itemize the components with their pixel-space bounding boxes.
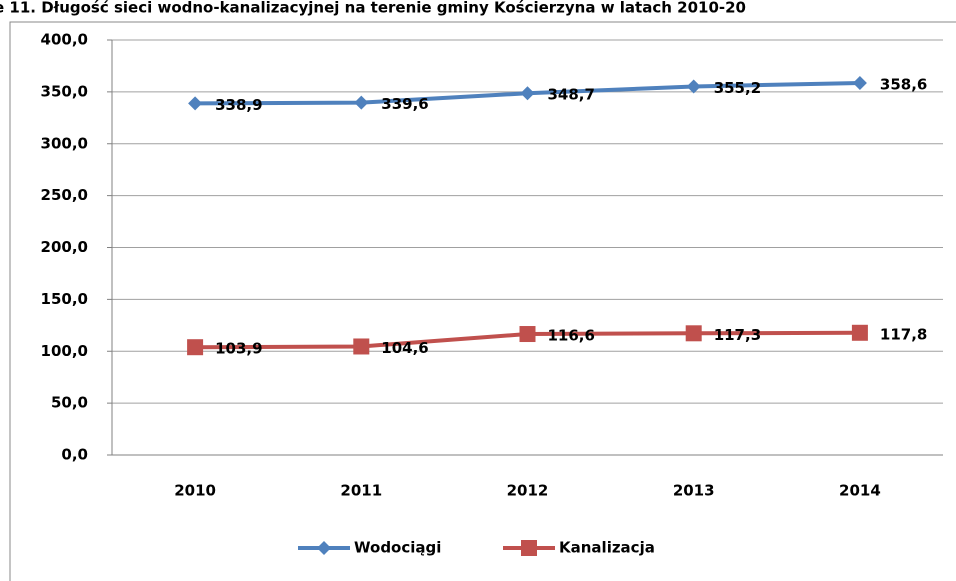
y-tick-label: 0,0 — [61, 446, 88, 464]
x-tick-label: 2011 — [340, 482, 382, 500]
data-label: 103,9 — [215, 340, 262, 358]
legend-label: Wodociągi — [354, 539, 441, 557]
legend-label: Kanalizacja — [559, 539, 655, 557]
marker — [519, 326, 536, 343]
chart-frame — [9, 21, 956, 581]
chart-title: e 11. Długość sieci wodno-kanalizacyjnej… — [0, 0, 746, 17]
y-tick-label: 400,0 — [41, 31, 88, 49]
marker — [354, 95, 369, 110]
data-label: 348,7 — [548, 86, 595, 104]
marker — [521, 540, 537, 556]
data-label: 338,9 — [215, 96, 262, 114]
y-tick-label: 300,0 — [41, 134, 88, 152]
x-tick-label: 2014 — [839, 482, 881, 500]
marker — [685, 325, 702, 342]
y-tick-label: 100,0 — [41, 342, 88, 360]
y-tick-label: 150,0 — [41, 290, 88, 308]
marker — [317, 541, 331, 555]
data-label: 104,6 — [381, 339, 428, 357]
marker — [686, 79, 701, 94]
y-tick-label: 50,0 — [51, 394, 88, 412]
marker — [353, 338, 370, 355]
data-label: 116,6 — [548, 327, 595, 345]
x-tick-label: 2010 — [174, 482, 216, 500]
y-tick-label: 350,0 — [41, 82, 88, 100]
data-label: 355,2 — [714, 79, 761, 97]
marker — [187, 339, 204, 356]
marker — [852, 75, 867, 90]
x-tick-label: 2012 — [507, 482, 549, 500]
data-label: 117,8 — [880, 325, 927, 343]
marker — [520, 86, 535, 101]
y-tick-label: 250,0 — [41, 186, 88, 204]
marker — [188, 96, 203, 111]
y-tick-label: 200,0 — [41, 238, 88, 256]
x-tick-label: 2013 — [673, 482, 715, 500]
data-label: 339,6 — [381, 95, 428, 113]
marker — [851, 324, 868, 341]
data-label: 117,3 — [714, 326, 761, 344]
data-label: 358,6 — [880, 75, 927, 93]
